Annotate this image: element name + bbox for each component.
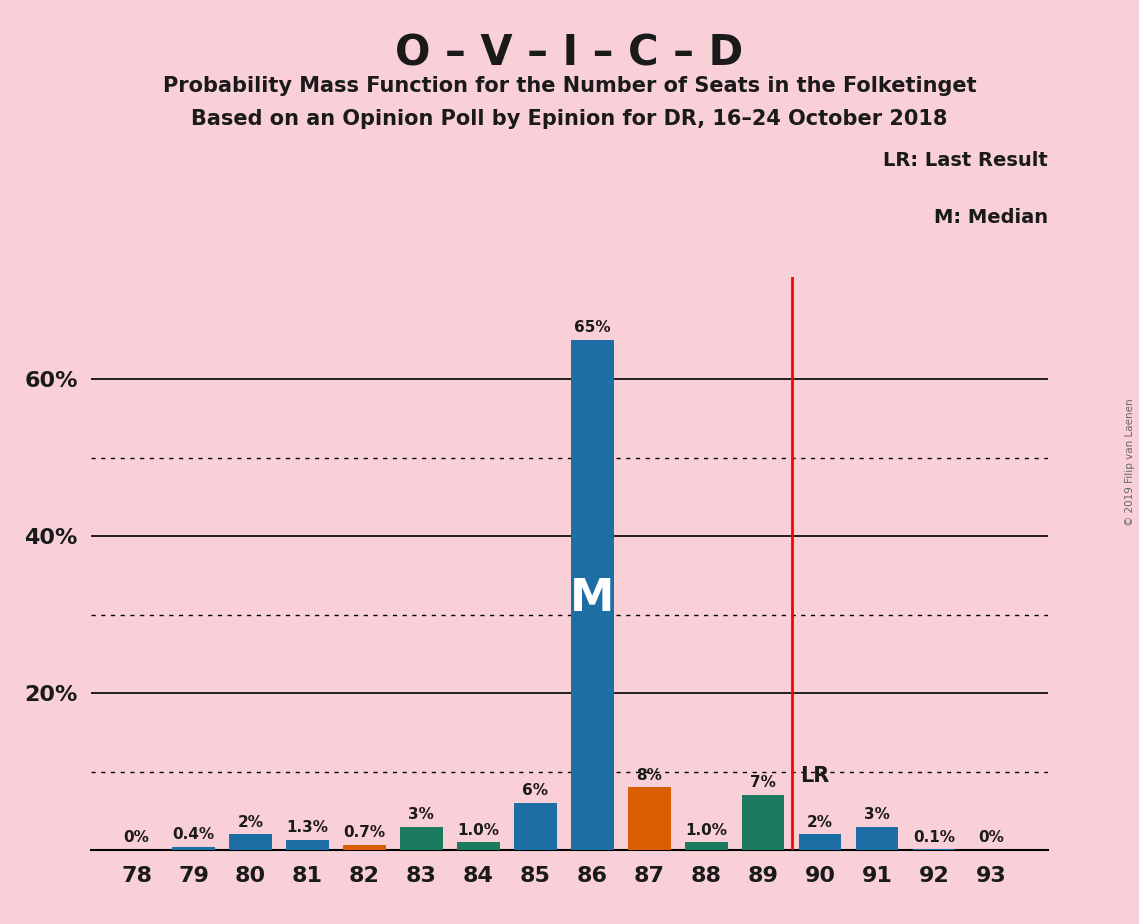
Text: 7%: 7% bbox=[751, 775, 776, 790]
Text: 0.1%: 0.1% bbox=[913, 830, 954, 845]
Text: 65%: 65% bbox=[574, 321, 611, 335]
Text: 8%: 8% bbox=[637, 768, 662, 783]
Bar bbox=[343, 845, 386, 850]
Bar bbox=[514, 803, 557, 850]
Bar bbox=[571, 340, 614, 850]
Text: O – V – I – C – D: O – V – I – C – D bbox=[395, 32, 744, 74]
Text: 3%: 3% bbox=[865, 807, 890, 821]
Bar bbox=[172, 847, 215, 850]
Text: LR: LR bbox=[801, 765, 829, 785]
Bar bbox=[457, 843, 500, 850]
Bar bbox=[400, 827, 443, 850]
Bar bbox=[628, 787, 671, 850]
Text: 2%: 2% bbox=[808, 815, 833, 830]
Text: 0%: 0% bbox=[978, 831, 1003, 845]
Text: 1.3%: 1.3% bbox=[287, 821, 328, 835]
Text: M: Median: M: Median bbox=[934, 209, 1048, 227]
Text: M: M bbox=[571, 578, 614, 620]
Text: © 2019 Filip van Laenen: © 2019 Filip van Laenen bbox=[1125, 398, 1134, 526]
Text: 6%: 6% bbox=[523, 784, 548, 798]
Text: 3%: 3% bbox=[409, 807, 434, 821]
Text: 2%: 2% bbox=[238, 815, 263, 830]
Bar bbox=[741, 796, 785, 850]
Bar bbox=[286, 840, 329, 850]
Text: Probability Mass Function for the Number of Seats in the Folketinget: Probability Mass Function for the Number… bbox=[163, 76, 976, 96]
Bar bbox=[798, 834, 842, 850]
Text: LR: Last Result: LR: Last Result bbox=[883, 152, 1048, 170]
Text: Based on an Opinion Poll by Epinion for DR, 16–24 October 2018: Based on an Opinion Poll by Epinion for … bbox=[191, 109, 948, 129]
Text: 1.0%: 1.0% bbox=[686, 822, 727, 837]
Text: 0.7%: 0.7% bbox=[344, 825, 385, 840]
Text: 1.0%: 1.0% bbox=[458, 822, 499, 837]
Bar bbox=[685, 843, 728, 850]
Text: 0%: 0% bbox=[124, 831, 149, 845]
Bar bbox=[229, 834, 272, 850]
Text: 0.4%: 0.4% bbox=[173, 827, 214, 843]
Bar bbox=[855, 827, 899, 850]
